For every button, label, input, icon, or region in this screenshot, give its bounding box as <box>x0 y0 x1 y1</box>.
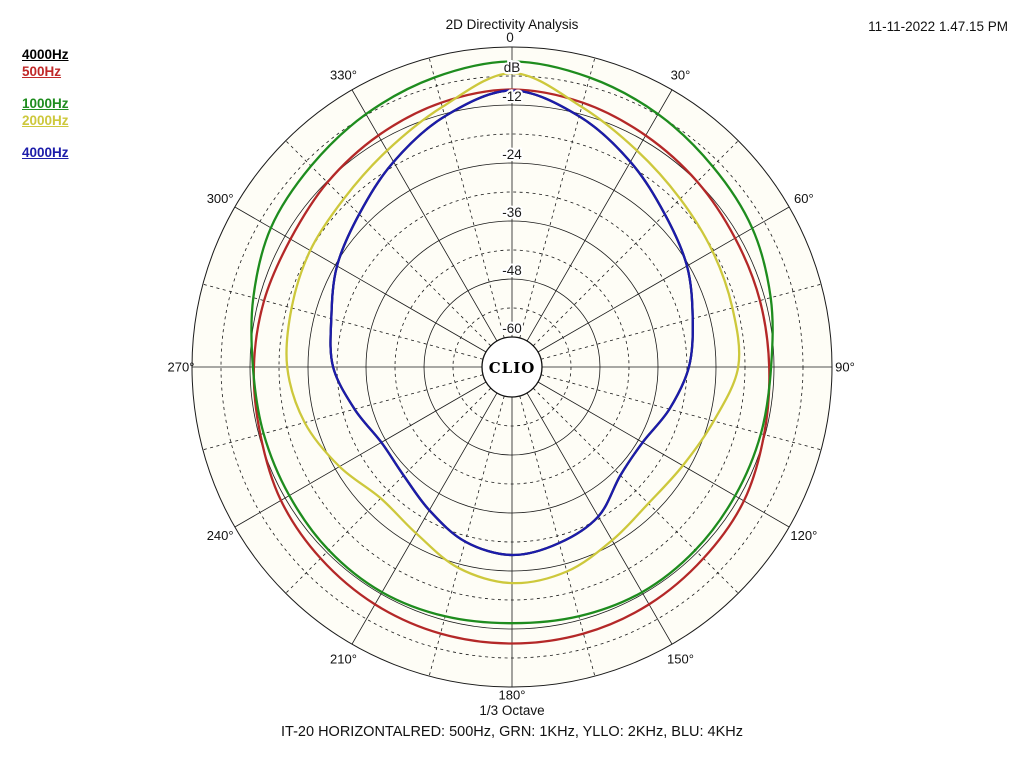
angle-label-180: 180° <box>499 688 526 703</box>
grid-spoke-dashed <box>202 283 484 360</box>
legend-item-4000hz-black: 4000Hz <box>22 47 69 62</box>
grid-spoke-dashed <box>285 140 492 347</box>
grid-spoke-dashed <box>519 57 596 339</box>
legend-item-1000hz: 1000Hz <box>22 96 69 111</box>
trace-500hz-1 <box>252 88 771 645</box>
grid-spoke-dashed <box>428 395 505 677</box>
grid-spoke-solid <box>526 392 673 645</box>
angle-label-60: 60° <box>794 191 814 206</box>
grid-spoke-solid <box>537 381 790 528</box>
radial-unit-label: dB <box>504 60 521 75</box>
caption: IT-20 HORIZONTALRED: 500Hz, GRN: 1KHz, Y… <box>281 724 743 740</box>
angle-label-300: 300° <box>207 191 234 206</box>
grid-spoke-solid <box>537 206 790 353</box>
center-logo-text: CLIO <box>489 359 536 377</box>
radial-label--60: -60 <box>502 321 522 336</box>
angle-label-120: 120° <box>790 528 817 543</box>
radial-label--24: -24 <box>502 147 522 162</box>
grid-spoke-solid <box>351 89 498 342</box>
legend-item-2000hz: 2000Hz <box>22 113 69 128</box>
grid-spoke-solid <box>234 381 487 528</box>
angle-label-330: 330° <box>330 68 357 83</box>
grid-spoke-dashed <box>202 374 484 451</box>
grid-spoke-dashed <box>540 374 822 451</box>
legend-item-4000hz-blue: 4000Hz <box>22 145 69 160</box>
center-logo-circle <box>481 336 543 398</box>
angle-label-210: 210° <box>330 651 357 666</box>
angle-label-270: 270° <box>168 360 195 375</box>
trace-4000hz-4 <box>329 89 694 557</box>
trace-2000hz-3 <box>285 71 741 585</box>
grid-spoke-solid <box>526 89 673 342</box>
page-title: 2D Directivity Analysis <box>445 17 579 32</box>
legend-item-500hz: 500Hz <box>22 64 62 79</box>
angle-label-90: 90° <box>835 360 855 375</box>
grid-spoke-dashed <box>540 283 822 360</box>
radial-label--12: -12 <box>502 89 522 104</box>
grid-spoke-solid <box>234 206 487 353</box>
bottom-axis-label: 1/3 Octave <box>479 703 545 718</box>
radial-label-0: 0 <box>506 30 514 45</box>
legend: 4000Hz 500Hz 1000Hz 2000Hz 4000Hz <box>22 46 69 161</box>
timestamp: 11-11-2022 1.47.15 PM <box>868 19 1008 34</box>
angle-label-240: 240° <box>207 528 234 543</box>
angle-label-30: 30° <box>671 68 691 83</box>
trace-1000hz-2 <box>250 60 774 625</box>
grid-spoke-dashed <box>519 395 596 677</box>
grid-spoke-solid <box>351 392 498 645</box>
grid-spoke-dashed <box>428 57 505 339</box>
radial-label--48: -48 <box>502 263 522 278</box>
grid-spoke-dashed <box>532 140 739 347</box>
angle-label-150: 150° <box>667 651 694 666</box>
radial-label--36: -36 <box>502 205 522 220</box>
